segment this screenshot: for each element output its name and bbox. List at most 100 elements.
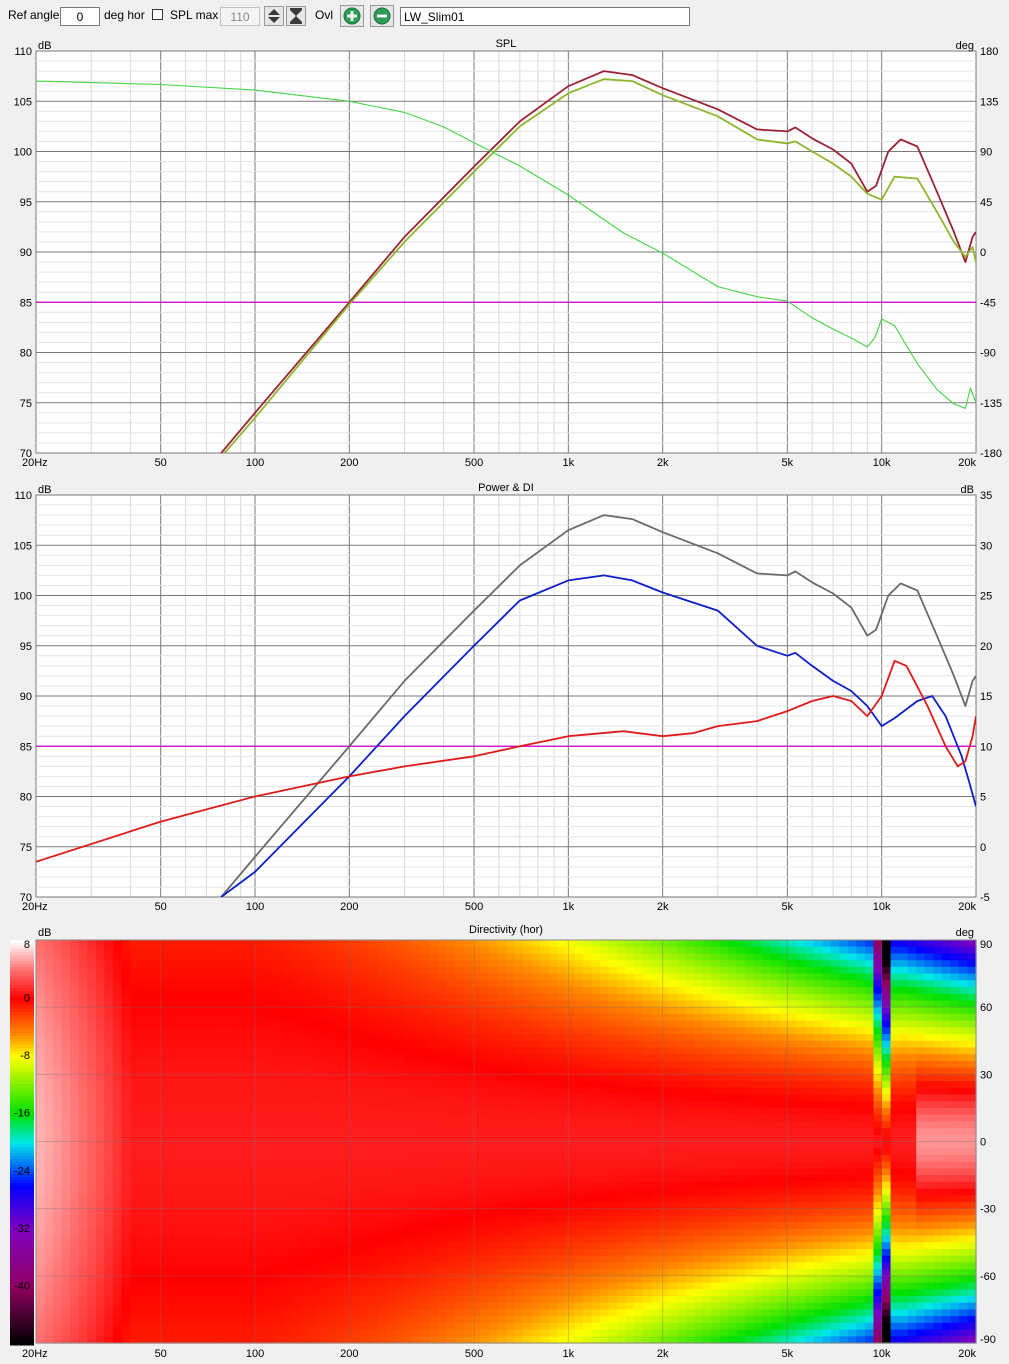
heatmap-cell [676, 1107, 687, 1116]
heatmap-cell [497, 1215, 507, 1223]
heatmap-cell [61, 1074, 71, 1082]
heatmap-cell [642, 953, 652, 961]
collapse-button[interactable] [286, 6, 306, 26]
heatmap-cell [172, 1094, 182, 1102]
heatmap-cell [95, 1121, 105, 1129]
heatmap-cell [386, 1302, 396, 1311]
heatmap-cell [412, 1329, 422, 1337]
heatmap-cell [437, 1248, 447, 1257]
heatmap-cell [181, 1081, 191, 1089]
heatmap-cell [591, 973, 601, 981]
move-up-down-button[interactable] [264, 6, 284, 26]
heatmap-cell [300, 1101, 311, 1109]
heatmap-cell [224, 946, 234, 955]
heatmap-cell [206, 1228, 217, 1237]
heatmap-cell [557, 1201, 567, 1210]
heatmap-cell [617, 1336, 627, 1344]
heatmap-cell [608, 1289, 618, 1297]
heatmap-cell [386, 1228, 396, 1237]
heatmap-cell [420, 1302, 430, 1311]
heatmap-cell [642, 1134, 652, 1143]
colorbar-cell [10, 1102, 34, 1106]
colorbar-cell [10, 1108, 34, 1112]
name-input[interactable] [400, 7, 690, 26]
y-tick-label: 90 [20, 691, 32, 703]
heatmap-cell [343, 1248, 353, 1257]
heatmap-cell [241, 1040, 251, 1049]
heatmap-cell [685, 1228, 695, 1237]
heatmap-cell [318, 1228, 328, 1237]
heatmap-cell [53, 1181, 63, 1190]
colorbar-cell [10, 982, 34, 986]
heatmap-cell [206, 1188, 217, 1196]
heatmap-cell [95, 1215, 105, 1223]
heatmap-cell [617, 1175, 627, 1183]
heatmap-cell [249, 1101, 259, 1109]
heatmap-cell [574, 1007, 584, 1015]
heatmap-cell [523, 946, 533, 955]
heatmap-cell [249, 1215, 259, 1223]
heatmap-cell [454, 1181, 464, 1190]
heatmap-cell [437, 960, 447, 968]
heatmap-cell [659, 1121, 669, 1129]
heatmap-cell [335, 960, 345, 968]
heatmap-cell [565, 1074, 575, 1082]
heatmap-cell [523, 1235, 533, 1243]
heatmap-cell [36, 1040, 46, 1049]
heatmap-cell [531, 1007, 541, 1015]
heatmap-cell [189, 1309, 199, 1317]
heatmap-cell [403, 1128, 413, 1136]
heatmap-cell [121, 1128, 131, 1136]
heatmap-cell [480, 1101, 490, 1109]
heatmap-cell [454, 1094, 464, 1102]
spl-max-checkbox[interactable] [152, 9, 163, 20]
heatmap-cell [232, 1034, 242, 1042]
heatmap-cell [78, 1289, 88, 1297]
heatmap-cell [386, 1101, 396, 1109]
series-line-di [36, 659, 976, 863]
heatmap-cell [369, 1309, 379, 1317]
heatmap-cell [241, 1067, 251, 1075]
heatmap-cell [232, 953, 242, 961]
heatmap-cell [412, 1054, 422, 1062]
heatmap-cell [659, 1222, 669, 1230]
heatmap-cell [676, 1114, 687, 1122]
remove-overlay-button[interactable] [370, 5, 394, 27]
heatmap-cell [44, 1047, 54, 1055]
heatmap-cell [275, 1060, 285, 1069]
heatmap-cell [266, 1195, 276, 1203]
heatmap-cell [215, 1161, 225, 1169]
heatmap-cell [172, 1222, 182, 1230]
heatmap-cell [420, 1128, 430, 1136]
heatmap-cell [335, 1322, 345, 1331]
heatmap-cell [121, 1121, 131, 1129]
heatmap-cell [224, 1235, 234, 1243]
spl-max-input[interactable] [220, 7, 260, 26]
heatmap-cell [104, 1114, 114, 1122]
heatmap-cell [70, 1141, 80, 1149]
heatmap-cell [138, 953, 148, 961]
heatmap-cell [574, 1208, 584, 1216]
add-overlay-button[interactable] [340, 5, 364, 27]
heatmap-cell [215, 1322, 225, 1331]
heatmap-cell [275, 946, 285, 955]
heatmap-cell [540, 966, 550, 975]
heatmap-cell [634, 1034, 644, 1042]
heatmap-cell [266, 1107, 276, 1116]
heatmap-cell [369, 1081, 379, 1089]
heatmap-cell [61, 1094, 71, 1102]
heatmap-cell [249, 940, 259, 948]
heatmap-cell [608, 1054, 618, 1062]
heatmap-cell [189, 1020, 199, 1028]
heatmap-cell [130, 973, 140, 981]
heatmap-cell [514, 1040, 524, 1049]
heatmap-cell [540, 1188, 550, 1196]
heatmap-cell [386, 1013, 396, 1022]
heatmap-cell [514, 1007, 524, 1015]
heatmap-cell [198, 1316, 208, 1324]
heatmap-cell [437, 1034, 447, 1042]
heatmap-cell [642, 1121, 652, 1129]
ref-angle-input[interactable] [60, 7, 100, 26]
heatmap-cell [318, 1302, 328, 1311]
heatmap-cell [488, 940, 499, 948]
